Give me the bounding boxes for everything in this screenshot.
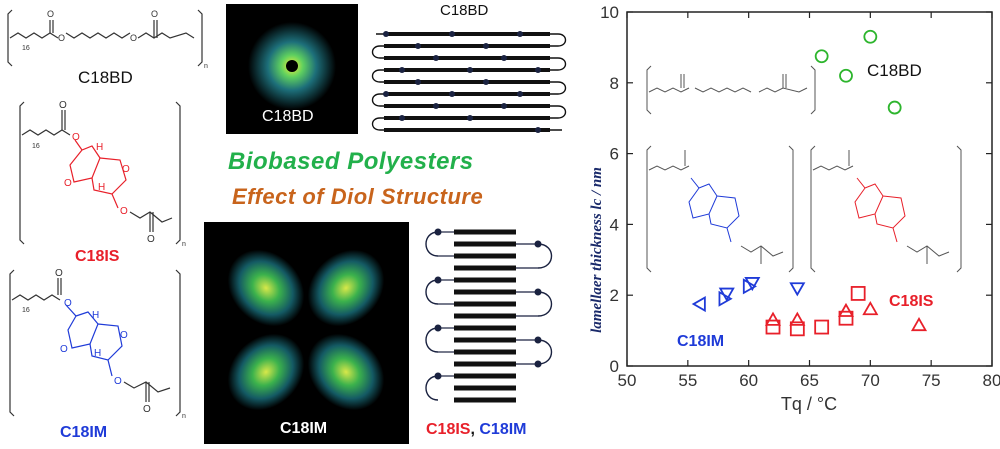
c18im-structure [9, 269, 181, 417]
data-point-c18is [789, 321, 805, 337]
y-axis-label: lamellaer thickness lc / nm [589, 167, 605, 333]
data-point-c18is [862, 301, 879, 316]
c18bd-structure [7, 9, 203, 67]
data-point-c18im [789, 282, 806, 297]
c18im-o-ring1: O [60, 344, 68, 355]
data-point-c18is [850, 286, 866, 301]
y-tick-label: 10 [600, 3, 619, 22]
x-tick-label: 60 [739, 371, 758, 390]
chain-label-separator: , [470, 421, 475, 438]
y-tick-label: 8 [610, 74, 619, 93]
data-point-c18is [910, 316, 928, 332]
data-point-c18im [691, 295, 706, 313]
saxs-pattern-c18im [204, 222, 409, 444]
c18im-o-ether1: O [64, 298, 72, 309]
x-tick-label: 75 [922, 371, 941, 390]
x-axis-label: Tq / °C [781, 394, 837, 414]
y-tick-label: 0 [610, 357, 619, 376]
data-point-c18is [789, 311, 806, 326]
c18bd-o-ester: O [58, 33, 65, 43]
lamellar-thickness-chart: 50 55 60 65 70 75 80 0 2 4 6 8 10 lamellaer thicknes… [589, 3, 1000, 414]
annotation-c18bd: C18BD [867, 61, 922, 80]
c18bd-subscript-n: n [204, 63, 208, 70]
c18im-o-ring2: O [120, 330, 128, 341]
data-point-c18bd [887, 100, 902, 115]
c18is-subscript-n: n [182, 241, 186, 248]
c18bd-label-left: C18BD [78, 68, 133, 87]
c18is-o-ether2: O [120, 206, 128, 217]
chain-schematic-c18bd [371, 31, 567, 133]
c18im-o-carbonyl2: O [143, 404, 151, 415]
c18is-structure [19, 101, 181, 245]
data-point-c18bd [814, 49, 829, 64]
c18is-o-carbonyl: O [59, 100, 67, 111]
c18im-label-left: C18IM [60, 424, 108, 441]
data-point-c18im [744, 277, 761, 292]
c18is-o-ring2: O [122, 164, 130, 175]
c18im-o-carbonyl: O [55, 268, 63, 279]
c18im-o-ether2: O [114, 376, 122, 387]
data-point-c18im [718, 287, 735, 302]
data-point-c18is [814, 319, 830, 335]
chain-c18is-label: C18IS [426, 421, 471, 438]
c18bd-subscript-16: 16 [22, 45, 30, 52]
data-point-c18bd [839, 68, 853, 83]
chain-c18is-c18im-label: C18IS, C18IM [426, 421, 527, 439]
saxs-pattern-c18bd-image [248, 22, 336, 110]
c18bd-o-carbonyl: O [151, 9, 158, 19]
data-marks [691, 29, 928, 337]
x-tick-label: 55 [678, 371, 697, 390]
c18is-o-ether1: O [72, 132, 80, 143]
c18im-h1: H [92, 310, 99, 321]
data-point-c18is [764, 311, 782, 326]
x-tick-label: 70 [861, 371, 880, 390]
plot-frame [626, 11, 993, 367]
inset-c18is-structure [810, 145, 962, 273]
c18is-h1: H [96, 142, 103, 153]
inset-c18bd-structure [646, 65, 816, 115]
data-point-c18is [837, 302, 855, 317]
chem-structures-left: O O O O 16 n O O O O H H O O 16 n [7, 9, 208, 420]
c18im-subscript-16: 16 [22, 307, 30, 314]
title-line2: Effect of Diol Structure [232, 184, 484, 209]
c18is-subscript-16: 16 [32, 143, 40, 150]
data-point-c18is [765, 319, 781, 335]
c18is-label-left: C18IS [75, 248, 120, 265]
c18is-o-carbonyl2: O [147, 234, 155, 245]
axis-ticks: 50 55 60 65 70 75 80 0 2 4 6 8 10 [600, 3, 1000, 390]
c18im-subscript-n: n [182, 413, 186, 420]
annotation-c18im: C18IM [677, 333, 724, 350]
c18is-h2: H [98, 182, 105, 193]
inset-c18im-structure [646, 145, 794, 273]
annotation-c18is: C18IS [889, 293, 934, 310]
data-point-c18bd [863, 29, 878, 44]
data-point-c18is [838, 310, 854, 326]
saxs-pattern-c18bd [226, 4, 358, 134]
c18im-h2: H [94, 348, 101, 359]
c18bd-o-ester2: O [130, 33, 137, 43]
saxs-c18im-label: C18IM [280, 420, 328, 437]
c18is-o-ring1: O [64, 178, 72, 189]
saxs-c18bd-label: C18BD [262, 108, 314, 125]
x-tick-label: 80 [983, 371, 1000, 390]
chain-c18im-label: C18IM [479, 421, 527, 438]
y-tick-label: 4 [610, 215, 619, 234]
chain-schematic-c18is-c18im [425, 228, 553, 403]
saxs-pattern-c18im-image [227, 249, 385, 411]
x-tick-label: 65 [800, 371, 819, 390]
y-tick-label: 6 [610, 145, 619, 164]
y-tick-label: 2 [610, 286, 619, 305]
c18bd-o-atom: O [47, 9, 54, 19]
x-tick-label: 50 [618, 371, 637, 390]
title-line1: Biobased Polyesters [228, 148, 474, 175]
chain-c18bd-label: C18BD [440, 2, 489, 19]
